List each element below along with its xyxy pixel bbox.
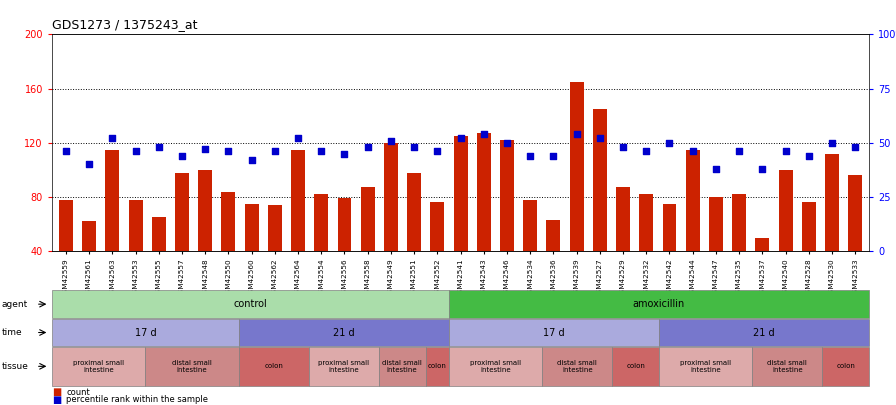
Text: ■: ■ bbox=[52, 388, 61, 397]
Point bbox=[779, 148, 793, 155]
Point bbox=[802, 153, 816, 159]
Point bbox=[547, 153, 561, 159]
Text: control: control bbox=[234, 299, 267, 309]
Bar bbox=[338, 198, 351, 305]
Bar bbox=[616, 188, 630, 305]
Bar bbox=[198, 170, 212, 305]
Bar bbox=[59, 200, 73, 305]
Point bbox=[175, 153, 189, 159]
Point bbox=[245, 157, 259, 163]
Point bbox=[825, 139, 840, 146]
Bar bbox=[709, 197, 723, 305]
Bar bbox=[175, 173, 189, 305]
Point bbox=[198, 146, 212, 153]
Point bbox=[407, 144, 421, 150]
Text: 21 d: 21 d bbox=[333, 328, 355, 337]
Text: distal small
intestine: distal small intestine bbox=[172, 360, 212, 373]
Point bbox=[291, 135, 306, 142]
Text: agent: agent bbox=[2, 300, 28, 309]
Text: distal small
intestine: distal small intestine bbox=[768, 360, 807, 373]
Text: colon: colon bbox=[626, 363, 645, 369]
Bar bbox=[384, 143, 398, 305]
Text: colon: colon bbox=[427, 363, 446, 369]
Text: distal small
intestine: distal small intestine bbox=[383, 360, 422, 373]
Point bbox=[639, 148, 653, 155]
Point bbox=[268, 148, 282, 155]
Text: colon: colon bbox=[836, 363, 855, 369]
Bar bbox=[268, 205, 281, 305]
Point bbox=[82, 161, 96, 168]
Bar bbox=[662, 204, 676, 305]
Point bbox=[360, 144, 375, 150]
Bar bbox=[477, 133, 491, 305]
Bar bbox=[106, 149, 119, 305]
Text: distal small
intestine: distal small intestine bbox=[557, 360, 598, 373]
Point bbox=[592, 135, 607, 142]
Point bbox=[570, 131, 584, 137]
Point bbox=[59, 148, 73, 155]
Bar bbox=[825, 153, 839, 305]
Text: tissue: tissue bbox=[2, 362, 29, 371]
Point bbox=[662, 139, 676, 146]
Bar bbox=[685, 149, 700, 305]
Point bbox=[430, 148, 444, 155]
Point bbox=[151, 144, 166, 150]
Bar bbox=[570, 82, 583, 305]
Bar bbox=[407, 173, 421, 305]
Bar bbox=[593, 109, 607, 305]
Text: proximal small
intestine: proximal small intestine bbox=[318, 360, 369, 373]
Bar bbox=[430, 202, 444, 305]
Text: time: time bbox=[2, 328, 22, 337]
Bar bbox=[849, 175, 862, 305]
Bar bbox=[547, 220, 560, 305]
Bar bbox=[779, 170, 793, 305]
Bar bbox=[129, 200, 142, 305]
Bar bbox=[640, 194, 653, 305]
Text: proximal small
intestine: proximal small intestine bbox=[73, 360, 125, 373]
Text: amoxicillin: amoxicillin bbox=[633, 299, 685, 309]
Bar bbox=[802, 202, 815, 305]
Point bbox=[314, 148, 329, 155]
Text: colon: colon bbox=[264, 363, 283, 369]
Bar bbox=[245, 204, 259, 305]
Point bbox=[523, 153, 538, 159]
Bar bbox=[82, 221, 96, 305]
Bar bbox=[755, 238, 770, 305]
Bar bbox=[361, 188, 375, 305]
Bar bbox=[453, 136, 468, 305]
Point bbox=[685, 148, 700, 155]
Bar bbox=[523, 200, 538, 305]
Point bbox=[383, 137, 398, 144]
Point bbox=[105, 135, 119, 142]
Text: 17 d: 17 d bbox=[543, 328, 564, 337]
Text: count: count bbox=[66, 388, 90, 397]
Text: ■: ■ bbox=[52, 395, 61, 405]
Text: percentile rank within the sample: percentile rank within the sample bbox=[66, 395, 208, 404]
Point bbox=[221, 148, 236, 155]
Bar bbox=[732, 194, 746, 305]
Point bbox=[616, 144, 630, 150]
Point bbox=[500, 139, 514, 146]
Text: proximal small
intestine: proximal small intestine bbox=[470, 360, 521, 373]
Bar bbox=[221, 192, 236, 305]
Text: 21 d: 21 d bbox=[754, 328, 775, 337]
Bar bbox=[151, 217, 166, 305]
Point bbox=[848, 144, 862, 150]
Text: 17 d: 17 d bbox=[134, 328, 156, 337]
Text: GDS1273 / 1375243_at: GDS1273 / 1375243_at bbox=[52, 18, 197, 31]
Point bbox=[337, 150, 351, 157]
Point bbox=[477, 131, 491, 137]
Bar bbox=[291, 149, 305, 305]
Bar bbox=[314, 194, 328, 305]
Point bbox=[453, 135, 468, 142]
Text: proximal small
intestine: proximal small intestine bbox=[680, 360, 731, 373]
Point bbox=[732, 148, 746, 155]
Point bbox=[755, 166, 770, 172]
Point bbox=[709, 166, 723, 172]
Bar bbox=[500, 140, 514, 305]
Point bbox=[128, 148, 142, 155]
